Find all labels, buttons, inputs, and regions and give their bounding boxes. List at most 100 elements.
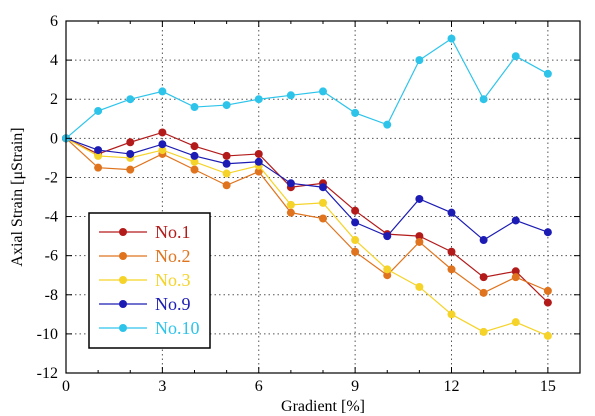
data-point [222,101,231,110]
data-point [94,151,103,160]
series-lines [62,34,552,340]
data-point [94,146,103,155]
series-line-no-9 [65,137,549,241]
data-point [383,120,392,129]
data-point [415,232,424,241]
data-point [543,286,552,295]
data-point [511,216,520,225]
legend-label: No.9 [155,294,191,314]
data-point [351,218,360,227]
data-point [254,149,263,158]
data-point [286,91,295,100]
data-point [158,87,167,96]
data-point [158,128,167,137]
data-point [511,52,520,61]
series-no-9 [62,134,552,245]
data-point [254,95,263,104]
data-point [190,157,199,166]
data-point [543,228,552,237]
data-point [190,151,199,160]
data-point [190,142,199,151]
data-point [447,310,456,319]
y-tick-label: -8 [45,287,58,304]
data-point [190,165,199,174]
data-point [447,34,456,43]
data-point [351,236,360,245]
data-point [319,87,327,96]
data-point [319,198,327,207]
data-point [351,206,360,215]
y-tick-label: -4 [45,209,58,226]
legend: No.1 No.2 No.3 No.9 No.10 [88,212,211,349]
data-point [447,208,456,217]
y-tick-label: 0 [50,130,58,147]
data-point [511,267,520,276]
data-point [351,108,360,117]
data-point [479,288,488,297]
data-point [126,138,135,147]
legend-label: No.1 [155,222,191,242]
data-point [319,214,327,223]
data-point [479,327,488,336]
data-point [158,140,167,149]
data-point [543,331,552,340]
legend-item: No.10 [99,318,200,338]
data-point [383,265,392,274]
x-tick-label: 3 [158,378,166,395]
data-point [383,232,392,241]
data-point [222,181,231,190]
data-point [415,237,424,246]
data-point [254,157,263,166]
data-point [479,95,488,104]
legend-swatch-marker [119,228,127,236]
y-tick-label: 4 [50,52,58,69]
data-point [351,247,360,256]
y-tick-label: -12 [37,365,58,382]
data-point [511,273,520,282]
x-tick-label: 0 [62,378,70,395]
data-point [222,151,231,160]
y-tick-label: -6 [45,248,58,265]
legend-item: No.3 [99,270,191,290]
series-line-no-3 [65,137,549,337]
x-tick-label: 9 [351,378,359,395]
data-point [190,103,199,112]
data-point [286,208,295,217]
legend-item: No.2 [99,246,191,266]
legend-items: No.1 No.2 No.3 No.9 No.10 [99,222,200,338]
data-point [479,236,488,245]
legend-item: No.9 [99,294,191,314]
data-point [383,271,392,280]
data-point [222,159,231,168]
legend-label: No.3 [155,270,191,290]
x-tick-label: 12 [444,378,460,395]
y-tick-label: -10 [37,326,58,343]
data-point [447,247,456,256]
data-point [126,95,135,104]
y-tick-label: -2 [45,169,58,186]
legend-label: No.10 [155,318,200,338]
legend-item: No.1 [99,222,191,242]
data-point [543,69,552,78]
data-point [415,56,424,65]
data-point [415,282,424,291]
series-no-10 [62,34,552,143]
data-point [319,183,327,192]
legend-swatch-marker [119,300,127,308]
axis-ticks [65,20,580,374]
data-point [511,318,520,327]
data-point [94,106,103,115]
y-tick-label: 2 [50,91,58,108]
data-point [254,167,263,176]
data-point [126,165,135,174]
data-point [286,200,295,209]
data-point [479,273,488,282]
series-line-no-2 [65,137,549,294]
data-point [447,265,456,274]
data-point [415,194,424,203]
data-point [543,298,552,307]
legend-swatch-marker [119,252,127,260]
tick-labels: -12 -10 -8 -6 -4 -2 0 2 4 6 0 3 6 9 12 15 [37,13,556,395]
x-axis-label: Gradient [%] [281,398,365,415]
